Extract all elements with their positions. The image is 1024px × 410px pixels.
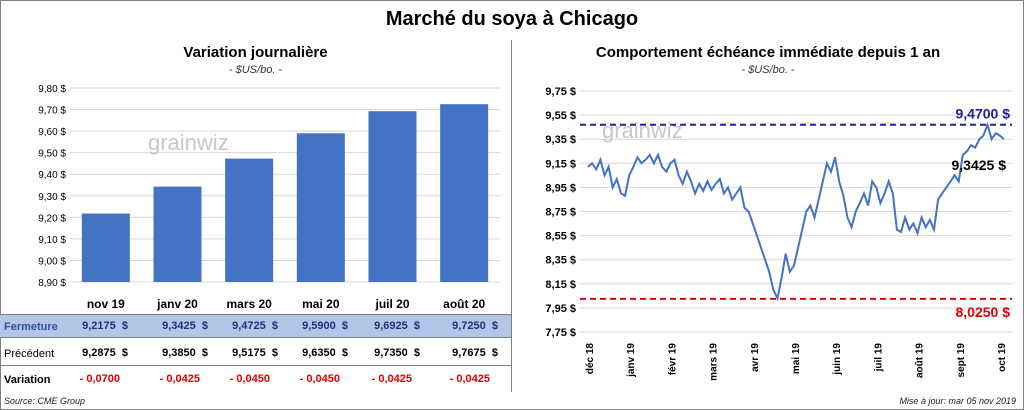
- table-cell: 9,7675 $: [452, 347, 498, 359]
- bar: [81, 213, 130, 282]
- update-note: Mise à jour: mar 05 nov 2019: [899, 396, 1016, 406]
- y-tick-label: 9,00 $: [38, 256, 66, 267]
- x-tick-label: févr 19: [667, 343, 678, 376]
- y-tick-label: 8,35 $: [545, 255, 576, 267]
- panel-divider: [511, 40, 512, 392]
- y-tick-label: 7,95 $: [545, 303, 576, 315]
- y-tick-label: 8,95 $: [545, 182, 576, 194]
- table-cell: 9,2175 $: [82, 320, 128, 332]
- table-cell: - 0,0450: [299, 373, 340, 385]
- x-tick-label: juil 19: [873, 343, 884, 373]
- row-label: Variation: [4, 374, 51, 386]
- price-line: [587, 121, 1005, 302]
- bar: [368, 111, 417, 282]
- left-chart-title: Variation journalière: [183, 44, 328, 61]
- y-tick-label: 8,90 $: [38, 278, 66, 289]
- table-cell: 9,5900 $: [302, 320, 348, 332]
- watermark-text: grainwiz: [148, 130, 229, 155]
- x-tick-label: mai 19: [791, 343, 802, 375]
- x-tick-label: nov 19: [87, 297, 125, 311]
- y-tick-label: 9,80 $: [38, 84, 66, 95]
- x-tick-label: juil 20: [374, 297, 409, 311]
- bar: [296, 133, 345, 282]
- right-chart-subtitle: - $US/bo. -: [741, 64, 795, 76]
- row-label: Fermeture: [4, 321, 58, 333]
- x-tick-label: août 19: [915, 343, 926, 378]
- page-title: Marché du soya à Chicago: [385, 8, 639, 30]
- x-tick-label: déc 18: [585, 343, 596, 375]
- source-note: Source: CME Group: [4, 396, 86, 406]
- table-cell: 9,6925 $: [374, 320, 420, 332]
- low-label: 8,0250 $: [956, 304, 1011, 320]
- y-tick-label: 9,55 $: [545, 110, 576, 122]
- watermark-text: grainwiz: [602, 118, 683, 143]
- last-price-label: 9,3425 $: [952, 157, 1007, 173]
- table-cell: 9,2875 $: [82, 347, 128, 359]
- y-tick-label: 9,15 $: [545, 158, 576, 170]
- table-cell: - 0,0425: [371, 373, 412, 385]
- x-tick-label: oct 19: [997, 343, 1008, 372]
- line-chart: 7,75 $ 7,95 $ 8,15 $ 8,35 $ 8,55 $ 8,75 $ 8,95…: [545, 86, 1012, 381]
- table-cell: - 0,0450: [229, 373, 270, 385]
- table-cell: - 0,0425: [159, 373, 200, 385]
- bar: [225, 158, 274, 282]
- bar-chart: 8,90 $ 9,00 $ 9,10 $ 9,20 $ 9,30 $ 9,40 $ 9,50…: [38, 84, 500, 311]
- y-tick-label: 9,35 $: [545, 134, 576, 146]
- x-tick-label: mars 20: [226, 297, 272, 311]
- x-tick-label: mars 19: [709, 343, 720, 381]
- y-tick-label: 7,75 $: [545, 327, 576, 339]
- y-tick-label: 9,75 $: [545, 86, 576, 98]
- y-tick-label: 9,10 $: [38, 235, 66, 246]
- x-tick-label: août 20: [443, 297, 485, 311]
- table-cell: - 0,0700: [79, 373, 120, 385]
- x-tick-label: mai 20: [302, 297, 340, 311]
- bar: [440, 104, 489, 283]
- table-cell: 9,3425 $: [162, 320, 208, 332]
- left-chart-subtitle: - $US/bo. -: [228, 64, 283, 76]
- y-tick-label: 9,20 $: [38, 213, 66, 224]
- x-tick-label: janv 19: [626, 343, 637, 378]
- table-cell: 9,6350 $: [302, 347, 348, 359]
- x-tick-label: janv 20: [156, 297, 198, 311]
- row-label: Précédent: [4, 348, 55, 360]
- y-tick-label: 8,15 $: [545, 279, 576, 291]
- y-tick-label: 9,40 $: [38, 170, 66, 181]
- high-label: 9,4700 $: [956, 106, 1011, 122]
- y-tick-label: 9,50 $: [38, 149, 66, 160]
- table-row-precedent: Précédent 9,2875 $ 9,3850 $ 9,5175 $ 9,6…: [0, 342, 511, 366]
- table-cell: 9,5175 $: [232, 347, 278, 359]
- x-tick-label: sept 19: [956, 343, 967, 378]
- table-cell: 9,7250 $: [452, 320, 498, 332]
- table-row-fermeture: Fermeture 9,2175 $ 9,3425 $ 9,4725 $ 9,5…: [0, 314, 511, 338]
- y-tick-label: 9,60 $: [38, 127, 66, 138]
- y-tick-label: 9,70 $: [38, 106, 66, 117]
- y-tick-label: 8,75 $: [545, 207, 576, 219]
- table-cell: 9,4725 $: [232, 320, 278, 332]
- y-tick-label: 8,55 $: [545, 231, 576, 243]
- table-cell: - 0,0425: [449, 373, 490, 385]
- x-tick-label: avr 19: [750, 343, 761, 372]
- table-cell: 9,3850 $: [162, 347, 208, 359]
- bar: [153, 186, 202, 282]
- x-tick-label: juin 19: [832, 343, 843, 376]
- right-chart-title: Comportement échéance immédiate depuis 1…: [595, 44, 941, 61]
- table-row-variation: Variation - 0,0700 - 0,0425 - 0,0450 - 0…: [0, 368, 511, 392]
- y-tick-label: 9,30 $: [38, 192, 66, 203]
- table-cell: 9,7350 $: [374, 347, 420, 359]
